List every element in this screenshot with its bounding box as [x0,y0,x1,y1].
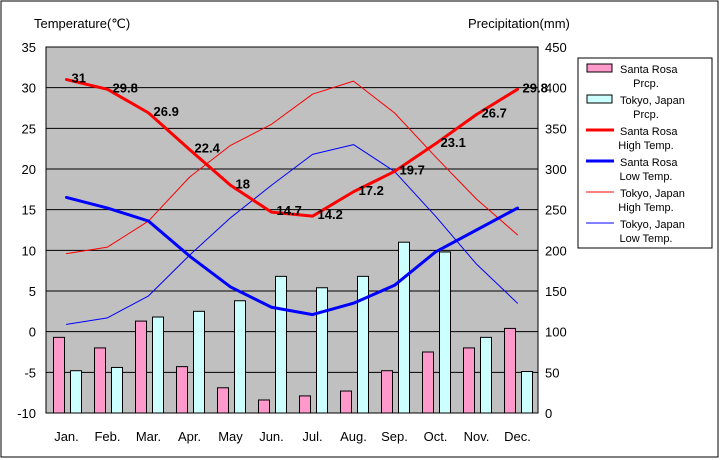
bar [439,251,451,414]
bar [521,371,533,414]
series-line [65,78,519,218]
x-tick-label: Aug. [340,429,367,444]
axes-layer: 35302520151050-5-10450400350300250200150… [17,40,567,444]
bar [480,336,492,414]
left-tick-label: 15 [22,203,36,218]
plot-area [46,47,538,413]
data-label: 19.7 [400,162,425,177]
right-tick-label: 200 [545,243,567,258]
legend-swatch [586,94,613,104]
series-line [66,144,518,325]
left-tick-label: 5 [29,284,36,299]
x-tick-label: Nov. [464,429,490,444]
data-label: 18 [236,176,250,191]
series-line [66,80,518,255]
data-label: 22.4 [195,140,221,155]
data-label: 26.7 [482,106,507,121]
left-tick-label: 20 [22,162,36,177]
right-tick-label: 250 [545,203,567,218]
bar [275,275,287,414]
bar [422,351,434,414]
right-tick-label: 100 [545,325,567,340]
legend-label: Tokyo, Japan [620,219,685,231]
left-tick-label: 0 [29,325,36,340]
right-axis-title: Precipitation(mm) [468,16,570,31]
right-tick-label: 350 [545,121,567,136]
bar [398,241,410,414]
series-line [65,195,519,317]
left-tick-label: 25 [22,121,36,136]
data-label: 26.9 [154,104,179,119]
right-tick-label: 50 [545,365,559,380]
legend-label: Santa Rosa [620,64,678,76]
legend-label: Low Temp. [620,171,673,183]
left-tick-label: -10 [17,406,36,421]
data-label: 17.2 [359,183,384,198]
legend-label: High Temp. [618,140,673,152]
bar [340,390,352,414]
bar-series-layer [53,241,533,414]
legend-label: Santa Rosa [620,157,678,169]
bar [135,320,147,414]
bar [70,370,82,414]
data-label: 29.8 [113,80,138,95]
x-tick-label: Jan. [54,429,79,444]
legend-label: Tokyo, Japan [620,95,685,107]
data-label: 23.1 [441,135,466,150]
x-tick-label: Oct. [424,429,448,444]
bar [463,347,475,414]
data-label: 14.2 [318,207,343,222]
legend-items: Santa Rosa Prcp. Tokyo, Japan Prcp. Santa Ro… [586,63,685,245]
bar [381,370,393,414]
right-tick-label: 400 [545,81,567,96]
left-tick-label: 10 [22,243,36,258]
x-tick-label: Jun. [259,429,284,444]
legend-label: Low Temp. [620,233,673,245]
bar [234,300,246,414]
x-tick-label: May [218,429,243,444]
data-label: 14.7 [277,203,302,218]
x-tick-label: Mar. [136,429,161,444]
right-tick-label: 300 [545,162,567,177]
legend-label: High Temp. [618,202,673,214]
x-tick-label: Jul. [302,429,322,444]
bar [193,310,205,414]
bar [53,336,65,414]
right-tick-label: 150 [545,284,567,299]
left-tick-label: 30 [22,81,36,96]
plot-border [45,46,539,414]
bar [299,395,311,414]
legend-box [577,57,713,249]
bar [111,366,123,414]
legend: Santa Rosa Prcp. Tokyo, Japan Prcp. Santa Ro… [577,57,713,249]
line-series-layer [65,78,519,325]
x-tick-label: Sep. [381,429,408,444]
data-label: 31 [72,71,86,86]
bar [504,327,516,414]
data-label: 29.8 [523,80,548,95]
bar [258,399,270,414]
legend-label: Prcp. [633,109,659,121]
legend-swatch [586,63,613,73]
legend-label: Prcp. [633,78,659,90]
x-tick-label: Feb. [94,429,120,444]
bar [316,287,328,414]
right-tick-label: 450 [545,40,567,55]
x-tick-label: Apr. [178,429,201,444]
x-tick-label: Dec. [504,429,531,444]
bar [217,387,229,414]
bar [176,366,188,414]
bar [152,316,164,414]
right-tick-label: 0 [545,406,552,421]
left-axis-title: Temperature(℃) [34,16,130,31]
legend-label: Tokyo, Japan [620,188,685,200]
bar [94,347,106,414]
legend-label: Santa Rosa [620,126,678,138]
left-tick-label: 35 [22,40,36,55]
data-labels-layer: 31 29.8 26.9 22.4 18 14.7 14.2 17.2 19.7 23.1 26.7… [72,71,548,223]
left-tick-label: -5 [24,365,36,380]
